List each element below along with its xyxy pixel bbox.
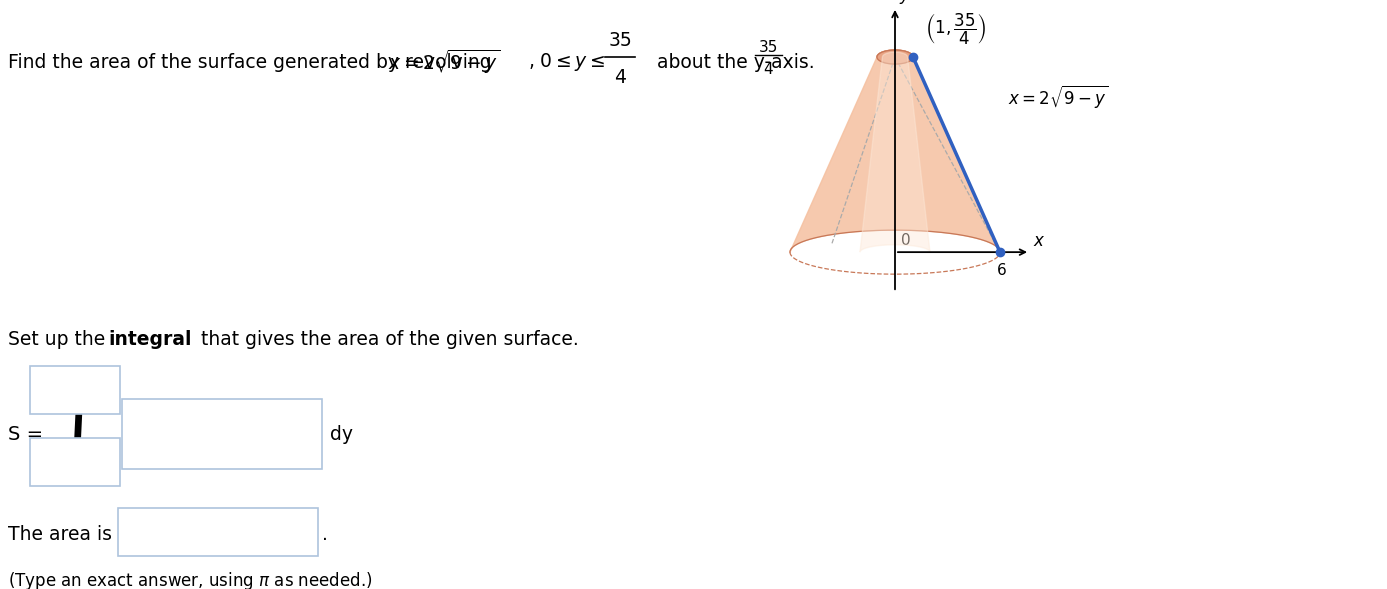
Text: x: x [1033, 232, 1043, 250]
Text: $x = 2\sqrt{9-y}$: $x = 2\sqrt{9-y}$ [1008, 84, 1108, 111]
Polygon shape [791, 50, 1000, 252]
Text: 35: 35 [759, 39, 778, 55]
Text: y: y [899, 0, 908, 4]
FancyBboxPatch shape [31, 438, 121, 486]
Text: 6: 6 [997, 263, 1007, 277]
Text: .: . [322, 525, 327, 544]
FancyBboxPatch shape [122, 399, 322, 469]
Text: 35: 35 [608, 31, 632, 49]
Text: $\int$: $\int$ [55, 400, 96, 482]
Text: 4: 4 [763, 61, 773, 77]
Polygon shape [860, 52, 931, 252]
Text: that gives the area of the given surface.: that gives the area of the given surface… [196, 330, 578, 349]
Text: $\left(1,\dfrac{35}{4}\right)$: $\left(1,\dfrac{35}{4}\right)$ [925, 11, 986, 47]
Text: 4: 4 [614, 68, 626, 87]
Text: about the y-axis.: about the y-axis. [645, 52, 814, 71]
Text: The area is: The area is [8, 525, 112, 544]
Text: integral: integral [108, 330, 191, 349]
Text: Find the area of the surface generated by revolving: Find the area of the surface generated b… [8, 52, 498, 71]
Text: Set up the: Set up the [8, 330, 111, 349]
Polygon shape [877, 50, 913, 64]
Text: dy: dy [330, 425, 354, 444]
FancyBboxPatch shape [118, 508, 318, 556]
FancyBboxPatch shape [31, 366, 121, 414]
Text: $x = 2\sqrt{9-y}$: $x = 2\sqrt{9-y}$ [388, 48, 501, 76]
Text: S =: S = [8, 425, 43, 444]
Text: 0: 0 [902, 233, 911, 248]
Text: (Type an exact answer, using $\pi$ as needed.): (Type an exact answer, using $\pi$ as ne… [8, 570, 373, 589]
Text: , $0 \leq y \leq$: , $0 \leq y \leq$ [528, 51, 605, 73]
